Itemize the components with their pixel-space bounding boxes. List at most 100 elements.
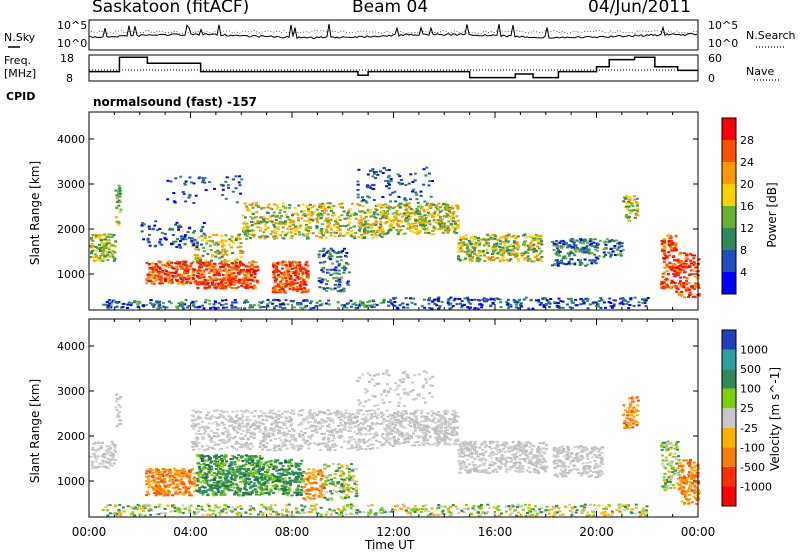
power-echo-cell bbox=[593, 259, 597, 262]
power-echo-cell bbox=[528, 258, 532, 260]
power-echo-cell bbox=[337, 226, 341, 229]
power-echo-cell bbox=[157, 270, 161, 273]
time-tick-label: 16:00 bbox=[478, 525, 513, 539]
power-echo-cell bbox=[301, 214, 305, 217]
power-echo-cell bbox=[682, 262, 686, 265]
power-echo-cell bbox=[482, 238, 486, 240]
velocity-echo-cell bbox=[266, 479, 270, 482]
power-echo-cell bbox=[411, 190, 414, 193]
power-echo-cell bbox=[112, 234, 116, 237]
power-echo-cell bbox=[673, 275, 677, 278]
power-echo-cell bbox=[277, 222, 281, 225]
power-echo-cell bbox=[588, 259, 592, 262]
power-echo-cell bbox=[339, 259, 343, 262]
power-colorbar-swatch bbox=[722, 228, 736, 250]
power-echo-cell bbox=[204, 189, 208, 192]
power-echo-cell bbox=[688, 294, 692, 297]
power-echo-cell bbox=[357, 168, 361, 171]
velocity-echo-cell bbox=[282, 486, 286, 489]
velocity-echo-cell bbox=[236, 484, 240, 487]
power-echo-cell bbox=[305, 260, 309, 263]
power-echo-cell bbox=[301, 272, 305, 275]
power-echo-cell bbox=[224, 234, 228, 237]
velocity-echo-cell bbox=[213, 475, 217, 478]
power-echo-cell bbox=[416, 201, 420, 204]
power-echo-cell bbox=[432, 298, 436, 301]
velocity-echo-cell bbox=[247, 478, 251, 481]
power-echo-cell bbox=[588, 240, 592, 243]
power-echo-cell bbox=[365, 305, 368, 308]
power-echo-cell bbox=[179, 235, 183, 238]
power-echo-cell bbox=[188, 268, 192, 271]
power-echo-cell bbox=[458, 298, 462, 301]
power-echo-cell bbox=[643, 300, 647, 303]
power-echo-cell bbox=[539, 302, 543, 304]
power-echo-cell bbox=[554, 252, 558, 255]
velocity-echo-cell bbox=[184, 486, 188, 489]
power-echo-cell bbox=[175, 246, 179, 249]
velocity-echo-cell bbox=[162, 468, 166, 470]
power-echo-cell bbox=[535, 258, 539, 261]
power-echo-cell bbox=[181, 279, 185, 281]
power-echo-cell bbox=[258, 301, 262, 304]
range-tick-label: 3000 bbox=[57, 385, 85, 398]
power-echo-cell bbox=[102, 247, 106, 250]
power-echo-cell bbox=[622, 299, 625, 302]
power-echo-cell bbox=[159, 275, 163, 278]
power-echo-cell bbox=[523, 243, 526, 246]
power-echo-cell bbox=[453, 228, 457, 231]
power-echo-cell bbox=[678, 270, 682, 273]
power-echo-cell bbox=[307, 219, 311, 222]
power-echo-cell bbox=[670, 279, 674, 282]
velocity-echo-cell bbox=[312, 474, 315, 476]
power-echo-cell bbox=[266, 298, 270, 301]
velocity-echo-cell bbox=[219, 471, 223, 474]
power-echo-cell bbox=[107, 242, 111, 244]
power-echo-cell bbox=[211, 281, 214, 284]
power-echo-cell bbox=[308, 203, 312, 206]
power-echo-cell bbox=[468, 248, 472, 251]
power-echo-cell bbox=[224, 282, 227, 285]
power-echo-cell bbox=[274, 222, 278, 225]
power-echo-cell bbox=[211, 254, 215, 257]
power-echo-cell bbox=[256, 219, 260, 222]
power-echo-cell bbox=[320, 269, 324, 271]
power-echo-cell bbox=[290, 262, 294, 265]
power-echo-cell bbox=[301, 271, 305, 274]
power-echo-cell bbox=[431, 216, 435, 218]
power-echo-cell bbox=[117, 190, 121, 193]
velocity-echo-cell bbox=[243, 474, 247, 476]
power-echo-cell bbox=[583, 239, 587, 242]
power-echo-cell bbox=[106, 306, 110, 309]
velocity-echo-cell bbox=[234, 491, 238, 494]
power-echo-cell bbox=[335, 218, 339, 221]
power-echo-cell bbox=[366, 184, 369, 187]
velocity-echo-cell bbox=[292, 473, 296, 476]
power-echo-cell bbox=[307, 229, 310, 232]
power-echo-cell bbox=[437, 296, 441, 299]
power-echo-cell bbox=[338, 283, 341, 286]
velocity-echo-cell bbox=[170, 471, 174, 474]
power-echo-cell bbox=[112, 250, 115, 253]
velocity-echo-cell bbox=[280, 484, 284, 487]
power-echo-cell bbox=[378, 226, 382, 229]
velocity-echo-cell bbox=[244, 470, 248, 473]
velocity-echo-cell bbox=[177, 471, 181, 474]
velocity-echo-cell bbox=[313, 493, 317, 496]
power-echo-cell bbox=[621, 303, 625, 306]
power-echo-cell bbox=[629, 297, 633, 300]
power-echo-cell bbox=[205, 286, 209, 289]
velocity-echo-cell bbox=[109, 458, 113, 461]
power-echo-cell bbox=[171, 234, 175, 236]
power-echo-cell bbox=[262, 306, 266, 308]
velocity-echo-cell bbox=[220, 482, 224, 485]
velocity-echo-cell bbox=[148, 483, 152, 486]
power-echo-cell bbox=[152, 269, 156, 272]
power-echo-cell bbox=[239, 242, 243, 245]
velocity-echo-cell bbox=[228, 472, 232, 475]
power-echo-cell bbox=[203, 234, 207, 237]
power-echo-cell bbox=[685, 280, 688, 283]
power-echo-cell bbox=[597, 243, 601, 246]
power-echo-cell bbox=[396, 173, 400, 176]
power-echo-cell bbox=[362, 217, 366, 220]
